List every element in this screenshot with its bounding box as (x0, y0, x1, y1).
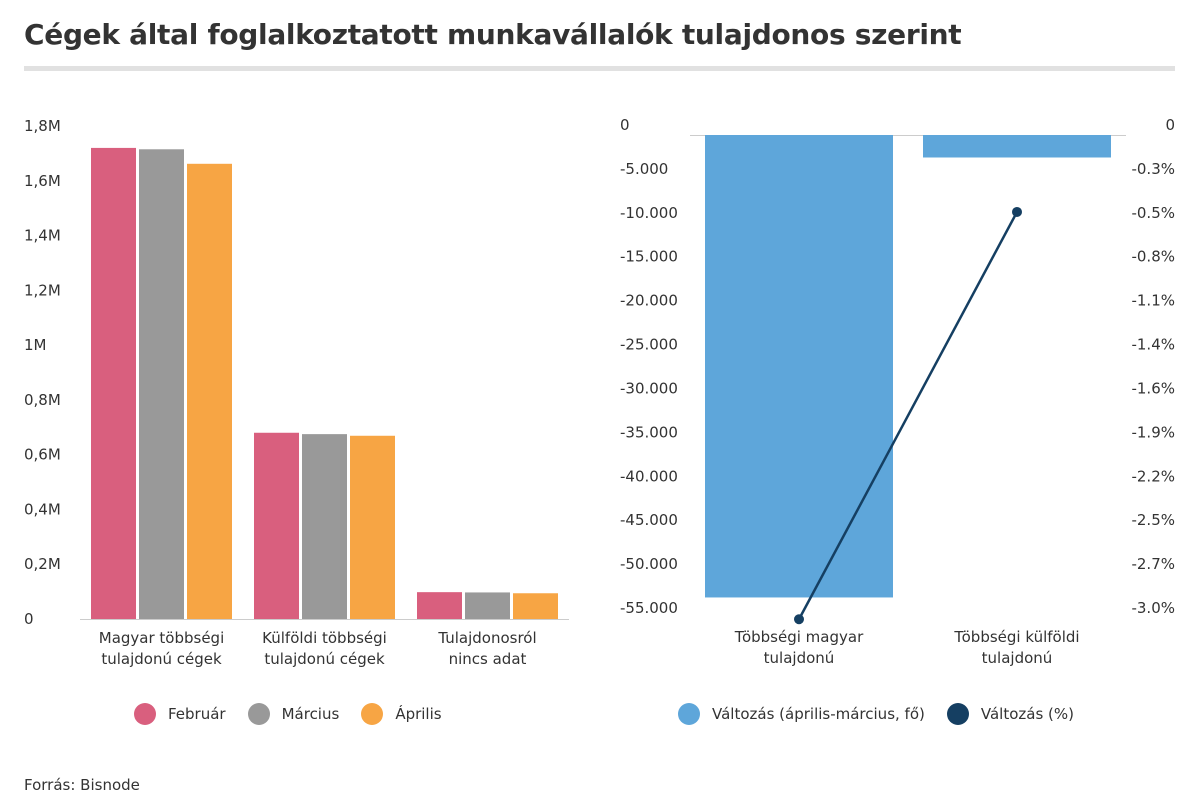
x-category-label: Külföldi többségi (262, 629, 387, 647)
y-left-tick-label: -40.000 (620, 467, 678, 485)
x-category-label: tulajdonú (764, 649, 835, 667)
change-combo-chart: 0 -5.000 -10.000 -15.000 -20.000 -25.000 -30.0… (620, 116, 1175, 667)
y-right-tick-label: -3.0% (1131, 599, 1175, 617)
y-right-tick-label: 0 (1165, 116, 1175, 134)
legend-swatch-februar (134, 703, 156, 725)
y-tick-label: 0 (24, 610, 34, 628)
y-left-tick-label: -25.000 (620, 336, 678, 354)
y-right-tick-label: -1.4% (1131, 336, 1175, 354)
y-right-tick-label: -0.8% (1131, 248, 1175, 266)
legend-item-change-abs[interactable]: Változás (április-március, fő) (678, 703, 925, 725)
source-note: Forrás: Bisnode (24, 776, 140, 794)
bar-2-1 (139, 149, 184, 619)
title-divider (24, 66, 1175, 71)
x-category-label: nincs adat (449, 650, 527, 668)
y-left-tick-label: -5.000 (620, 160, 668, 178)
y-left-tick-label: -45.000 (620, 511, 678, 529)
bar-3-2 (350, 435, 395, 619)
change-pct-point-2 (1012, 206, 1022, 217)
y-tick-label: 1,6M (24, 172, 61, 190)
change-pct-line (797, 211, 1019, 620)
legend-item-marcius[interactable]: Március (247, 703, 340, 725)
bar-1-3 (417, 592, 462, 619)
legend-item-change-pct[interactable]: Változás (%) (946, 703, 1074, 725)
y-tick-label: 1,2M (24, 281, 61, 299)
y-tick-label: 0,6M (24, 446, 61, 464)
y-tick-label: 0,8M (24, 391, 61, 409)
x-category-label: tulajdonú cégek (101, 650, 222, 668)
x-category-label: tulajdonú cégek (264, 650, 385, 668)
bar-3-3 (513, 593, 558, 619)
change-bar-2 (923, 135, 1111, 158)
bar-1-2 (254, 432, 299, 619)
legend-swatch-marcius (247, 703, 270, 725)
y-right-tick-label: -0.3% (1131, 160, 1175, 178)
legend-left: Február Március Április (134, 703, 464, 725)
y-left-tick-label: -55.000 (620, 599, 678, 617)
legend-label-aprilis: Április (395, 705, 442, 723)
y-tick-label: 1M (24, 336, 47, 354)
bar-2-2 (302, 434, 347, 619)
bar-1-1 (91, 147, 136, 619)
y-left-tick-label: -15.000 (620, 248, 678, 266)
legend-item-februar[interactable]: Február (134, 703, 226, 725)
change-pct-point-1 (794, 614, 804, 625)
x-category-label: Magyar többségi (99, 629, 225, 647)
bar-2-3 (465, 592, 510, 619)
legend-swatch-change-pct (946, 703, 969, 725)
y-right-tick-label: -1.9% (1131, 423, 1175, 441)
legend-swatch-change-abs (678, 703, 700, 725)
x-category-label: tulajdonú (982, 649, 1053, 667)
legend-item-aprilis[interactable]: Április (361, 703, 442, 725)
legend-label-change-abs: Változás (április-március, fő) (712, 705, 925, 723)
y-left-tick-label: -10.000 (620, 204, 678, 222)
y-right-tick-label: -2.5% (1131, 511, 1175, 529)
y-right-tick-label: -2.7% (1131, 555, 1175, 573)
grouped-bar-chart: 0 0,2M 0,4M 0,6M 0,8M 1M 1,2M 1,4M 1,6M 1,8M Magya… (24, 117, 569, 668)
y-left-tick-label: 0 (620, 116, 630, 134)
y-left-tick-label: -50.000 (620, 555, 678, 573)
chart-title: Cégek által foglalkoztatott munkavállaló… (24, 18, 962, 51)
x-category-label: Többségi külföldi (953, 628, 1079, 646)
legend-right: Változás (április-március, fő) Változás … (678, 703, 1096, 725)
y-right-tick-label: -0.5% (1131, 204, 1175, 222)
bar-3-1 (187, 163, 232, 619)
y-left-tick-label: -20.000 (620, 292, 678, 310)
change-bar-1 (705, 135, 893, 598)
x-category-label: Többségi magyar (734, 628, 864, 646)
y-tick-label: 1,4M (24, 227, 61, 245)
x-category-label: Tulajdonosról (437, 629, 536, 647)
legend-label-marcius: Március (281, 705, 340, 723)
legend-swatch-aprilis (361, 703, 384, 725)
y-right-tick-label: -2.2% (1131, 467, 1175, 485)
y-left-tick-label: -35.000 (620, 423, 678, 441)
y-tick-label: 0,2M (24, 555, 61, 573)
legend-label-change-pct: Változás (%) (980, 705, 1074, 723)
legend-label-februar: Február (168, 705, 226, 723)
y-right-tick-label: -1.1% (1131, 292, 1175, 310)
y-left-tick-label: -30.000 (620, 379, 678, 397)
y-right-tick-label: -1.6% (1131, 379, 1175, 397)
y-tick-label: 1,8M (24, 117, 61, 135)
y-tick-label: 0,4M (24, 500, 61, 518)
